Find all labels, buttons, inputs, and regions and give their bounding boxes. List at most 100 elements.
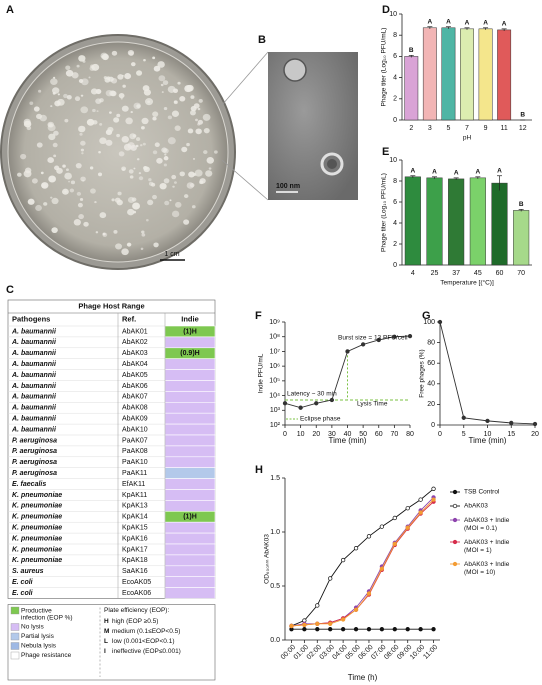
x-tick-label: 0 (438, 431, 442, 438)
indie-cell (164, 434, 216, 447)
ref: PaAK10 (122, 459, 148, 466)
plaque (171, 110, 180, 117)
data-point (353, 607, 359, 612)
pathogen: S. aureus (12, 568, 44, 575)
plaque (92, 108, 96, 113)
y-tick-label: 10⁹ (269, 319, 280, 326)
ref: AbAK02 (122, 339, 148, 346)
plaque (17, 172, 22, 177)
plaque (203, 150, 208, 155)
bar (469, 177, 486, 266)
plaque (47, 157, 54, 164)
significance-letter: A (410, 167, 415, 174)
annotation: Lysis Time (357, 401, 388, 408)
zoom-line (221, 51, 269, 106)
plaque (23, 120, 32, 128)
plaque (99, 137, 107, 145)
plaque (99, 98, 104, 103)
data-point (366, 591, 372, 596)
bar (478, 28, 493, 121)
plaque (151, 182, 156, 187)
efficiency-text: low (0.001<EOP<0.1) (112, 638, 175, 645)
plaque (127, 49, 135, 56)
pathogen: K. pneumoniae (12, 503, 62, 510)
plaque (152, 111, 159, 117)
panel-label: A (6, 4, 14, 16)
plaque (156, 157, 163, 164)
ref: EcoAK06 (122, 590, 151, 597)
significance-letter: A (465, 19, 470, 26)
y-axis-label: Free phages (%) (419, 349, 426, 397)
data-point (340, 627, 346, 632)
pathogen: E. coli (12, 590, 34, 597)
ref: KpAK13 (122, 503, 148, 510)
plaque (53, 154, 57, 158)
plaque (31, 178, 38, 184)
plaque (186, 182, 194, 189)
x-tick-label: 0 (283, 431, 287, 438)
pathogen: P. aeruginosa (12, 459, 57, 466)
legend-marker (452, 561, 458, 567)
ref: AbAK09 (122, 415, 148, 422)
plaque (117, 191, 122, 196)
x-tick-label: 5 (462, 431, 466, 438)
indie-cell (164, 369, 216, 381)
ref: AbAK08 (122, 405, 148, 412)
plaque (78, 125, 86, 133)
plaque (135, 137, 141, 141)
plaque (36, 142, 43, 148)
significance-letter: A (454, 170, 459, 177)
plaque (147, 199, 154, 206)
significance-letter: A (432, 169, 437, 176)
indie-result: (1)H (183, 328, 197, 335)
plaque (20, 153, 27, 160)
efficiency-key: I (104, 648, 106, 655)
x-tick-label: 11:00 (422, 644, 439, 661)
plaque (122, 168, 125, 171)
plaque (128, 169, 134, 174)
plaque (158, 75, 166, 82)
plaque (121, 74, 124, 77)
plaque (43, 202, 48, 206)
indie-cell (164, 576, 216, 588)
plaque (148, 178, 152, 182)
efficiency-key: M (104, 628, 109, 635)
plaque (164, 153, 167, 156)
plaque (39, 114, 47, 122)
data-point (282, 401, 288, 406)
x-axis-label: Time (min) (329, 436, 367, 445)
indie-cell (164, 358, 216, 370)
indie-cell (164, 500, 216, 512)
plaque (62, 164, 66, 168)
y-tick-label: 10 (389, 157, 397, 164)
y-tick-label: 10³ (270, 407, 281, 414)
plaque (65, 69, 74, 77)
data-point (392, 541, 397, 547)
plaque (52, 92, 56, 95)
plaque (111, 198, 115, 202)
pathogen: K. pneumoniae (12, 535, 62, 542)
plaque (163, 156, 169, 161)
significance-letter: A (502, 21, 507, 28)
bar (497, 29, 512, 121)
data-point (302, 622, 307, 628)
bar (422, 27, 437, 121)
plaque (195, 128, 202, 135)
pathogen: A. baumannii (11, 415, 57, 422)
plaque (161, 91, 164, 93)
plaque (169, 199, 172, 202)
data-point (328, 621, 333, 626)
x-tick-label: 60 (496, 270, 504, 277)
plaque (96, 110, 99, 113)
bar (460, 28, 474, 121)
data-point (379, 627, 385, 632)
plaque (133, 102, 141, 110)
plaque (74, 96, 81, 102)
plaque (80, 106, 89, 114)
ref: AbAK03 (122, 350, 148, 357)
legend-label: Partial lysis (21, 633, 55, 640)
x-axis-label: Time (h) (348, 673, 378, 682)
y-tick-label: 1.0 (270, 529, 280, 536)
plaque (197, 119, 204, 125)
